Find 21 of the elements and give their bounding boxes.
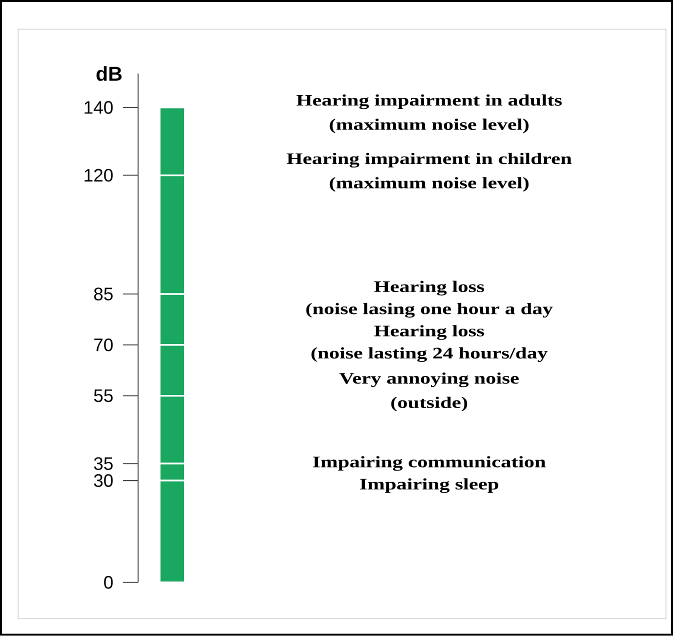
- text: Hearing impairment in adults: [296, 94, 562, 110]
- text: Hearing loss: [374, 325, 484, 340]
- text: Impairing communication: [313, 456, 546, 471]
- text: Hearing loss: [374, 280, 484, 296]
- text: (noise lasting 24 hours/day: [311, 347, 548, 362]
- y-tick-label: 30: [94, 474, 113, 488]
- y-tick-label: 140: [84, 101, 113, 114]
- text: Very annoying noise: [339, 372, 519, 388]
- y-tick-label: 55: [94, 390, 113, 402]
- text: Hearing impairment in children: [286, 152, 572, 168]
- text: Impairing sleep: [360, 478, 498, 494]
- y-tick-label: 35: [94, 457, 113, 470]
- y-axis-title: dB: [96, 66, 122, 82]
- text: (maximum noise level): [330, 177, 529, 192]
- y-tick-label: 0: [104, 576, 113, 589]
- text: (outside): [391, 396, 468, 412]
- text: (maximum noise level): [330, 118, 529, 134]
- y-tick-label: 70: [94, 338, 113, 352]
- y-tick-label: 85: [94, 288, 113, 301]
- y-tick-label: 120: [84, 169, 113, 182]
- text: (noise lasing one hour a day: [306, 303, 553, 318]
